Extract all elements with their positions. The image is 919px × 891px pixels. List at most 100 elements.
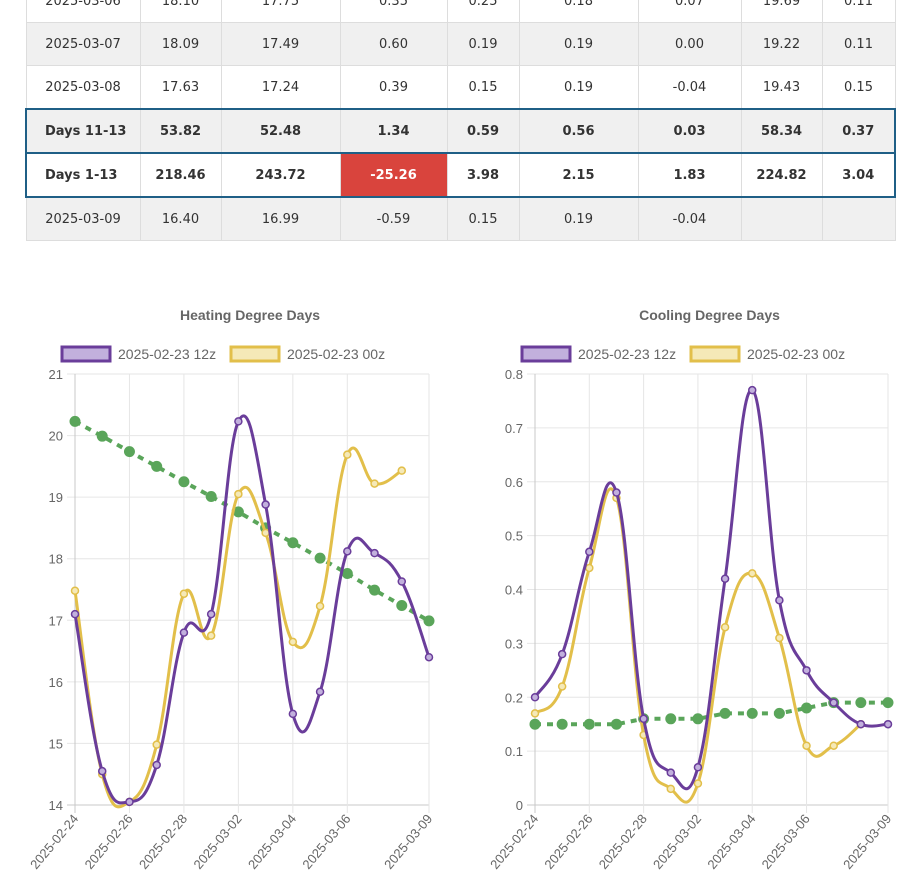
x-tick-label: 2025-02-28: [136, 811, 190, 872]
series-line: [533, 388, 889, 791]
legend-item: 2025-02-23 12z: [520, 345, 676, 363]
data-point: [583, 718, 595, 730]
row-label: Days 11-13: [25, 108, 141, 154]
table-cell: 0.59: [446, 108, 520, 154]
data-point: [343, 450, 352, 459]
data-point: [801, 702, 813, 714]
data-point: [151, 460, 163, 472]
data-point: [424, 652, 434, 662]
table-cell: 18.10: [139, 0, 222, 23]
table-cell: 19.69: [740, 0, 823, 23]
data-point: [775, 596, 784, 605]
table-cell: 53.82: [139, 108, 222, 154]
legend-swatch: [60, 345, 112, 363]
x-tick-label: 2025-02-26: [541, 811, 595, 872]
row-label: 2025-03-08: [25, 65, 141, 110]
data-point: [666, 784, 676, 794]
data-point: [423, 615, 435, 627]
table-cell: 19.43: [740, 65, 823, 110]
chart-title: Cooling Degree Days: [639, 307, 780, 323]
data-point: [234, 489, 243, 499]
y-tick-label: 0.3: [505, 636, 523, 651]
table-cell: 0.37: [821, 108, 896, 154]
table-row: 2025-03-06 18.10 17.75 0.35 0.25 0.18 0.07 19.6…: [25, 0, 896, 23]
table-cell: 3.98: [446, 152, 520, 198]
data-point: [70, 586, 80, 595]
chart-title: Heating Degree Days: [180, 307, 320, 323]
x-tick-label: 2025-03-09: [840, 811, 894, 872]
x-tick-label: 2025-02-24: [27, 811, 81, 872]
data-point: [206, 631, 216, 640]
table-cell: 58.34: [740, 108, 823, 154]
table-cell: 0.00: [637, 22, 742, 66]
data-point: [612, 488, 621, 497]
table-cell: 0.07: [637, 0, 742, 23]
table-row: 2025-03-07 18.09 17.49 0.60 0.19 0.19 0.00 19.2…: [25, 22, 896, 66]
data-point: [746, 707, 758, 719]
data-point: [314, 552, 326, 564]
row-label: 2025-03-06: [25, 0, 141, 23]
table-row: 2025-03-09 16.40 16.99 -0.59 0.15 0.19 -0.04: [25, 196, 896, 241]
data-point: [341, 567, 353, 579]
legend-item: 2025-02-23 12z: [60, 345, 216, 363]
data-point: [315, 601, 325, 611]
y-tick-label: 16: [49, 675, 63, 690]
table-cell: 18.09: [139, 22, 222, 66]
data-point: [288, 637, 298, 647]
table-cell: 17.24: [220, 65, 341, 110]
x-tick-label: 2025-03-02: [190, 811, 244, 872]
chart-svg: Cooling Degree Days 2025-02-23 12z 2025-02…: [487, 307, 894, 872]
data-point: [720, 622, 730, 632]
data-point: [369, 584, 381, 596]
x-tick-label: 2025-03-06: [759, 811, 813, 872]
table-cell: 52.48: [220, 108, 341, 154]
data-point: [829, 698, 838, 707]
y-tick-label: 15: [49, 736, 63, 751]
table-cell: [821, 196, 896, 241]
data-point: [773, 707, 785, 719]
table-cell: 0.11: [821, 0, 896, 23]
data-point: [610, 718, 622, 730]
data-point: [557, 682, 567, 691]
data-point: [530, 693, 540, 702]
data-point: [639, 714, 648, 724]
data-point: [261, 500, 270, 509]
table-cell: 3.04: [821, 152, 896, 198]
x-tick-label: 2025-03-09: [381, 811, 435, 872]
table-row: Days 11-13 53.82 52.48 1.34 0.59 0.56 0.03 58.3…: [25, 108, 896, 154]
data-point: [343, 547, 352, 556]
data-point: [802, 666, 811, 675]
table-row: Days 1-13 218.46 243.72 -25.26 3.98 2.15 1.83 2…: [25, 152, 896, 198]
y-tick-label: 20: [49, 429, 63, 444]
data-point: [747, 569, 757, 578]
x-tick-label: 2025-03-02: [650, 811, 704, 872]
data-point: [179, 589, 189, 599]
data-point: [692, 713, 704, 725]
y-tick-label: 0.6: [505, 475, 523, 490]
data-point: [370, 479, 379, 488]
table-cell: 218.46: [139, 152, 222, 198]
data-point: [234, 417, 243, 426]
data-point: [693, 779, 703, 788]
series-line: [73, 414, 431, 805]
table-cell: 19.22: [740, 22, 823, 66]
data-point: [397, 577, 407, 586]
heating-degree-days-chart: Heating Degree Days 2025-02-23 12z 2025-02…: [0, 295, 459, 891]
table-cell: 0.60: [339, 22, 448, 66]
data-point: [152, 760, 161, 770]
data-point: [719, 707, 731, 719]
table-row: 2025-03-08 17.63 17.24 0.39 0.15 0.19 -0.04 19.…: [25, 65, 896, 110]
data-point: [883, 719, 893, 729]
y-tick-label: 19: [49, 490, 63, 505]
y-tick-label: 18: [49, 552, 63, 567]
data-point: [69, 415, 81, 427]
data-point: [882, 697, 894, 709]
table-cell: [740, 196, 823, 241]
data-point: [585, 547, 594, 557]
data-point: [288, 709, 298, 719]
data-point: [665, 713, 677, 725]
data-point: [666, 768, 676, 777]
table-cell: 0.18: [518, 0, 639, 23]
table-cell: 0.19: [518, 65, 639, 110]
table-cell: -0.59: [339, 196, 448, 241]
